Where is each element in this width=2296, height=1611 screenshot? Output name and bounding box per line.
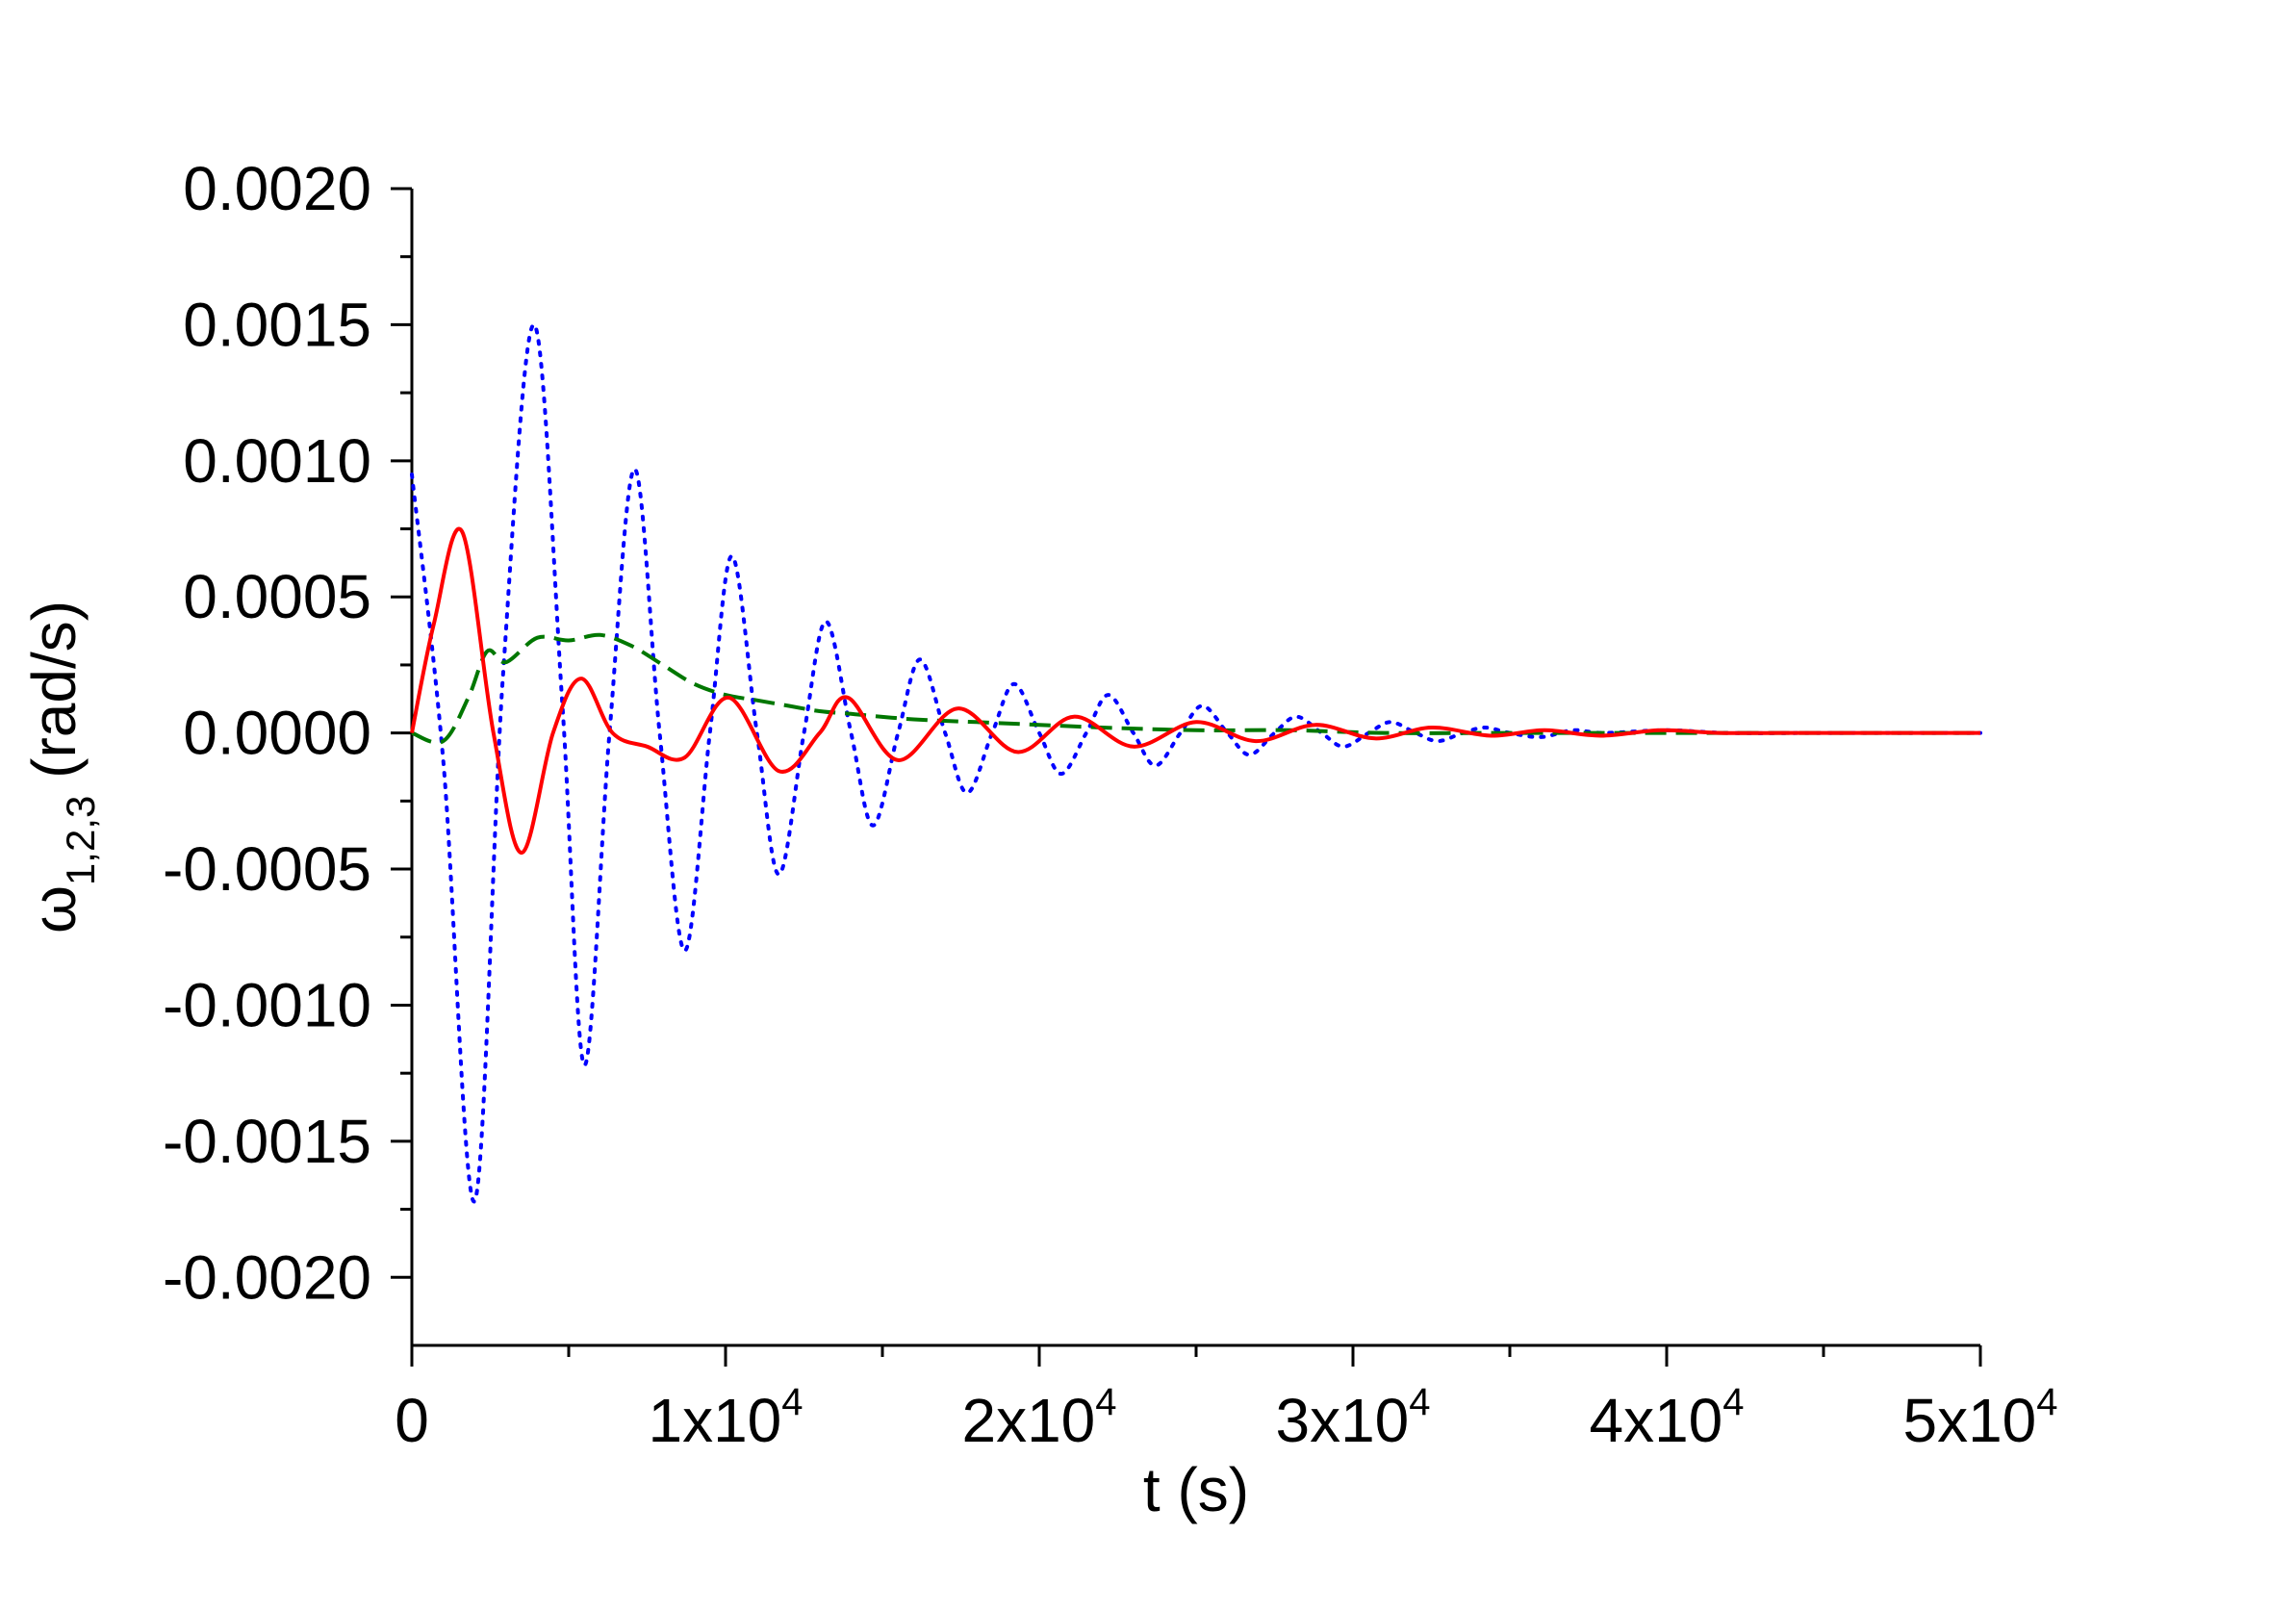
series-line-dashed	[411, 632, 1980, 745]
y-tick-label: -0.0010	[163, 970, 371, 1039]
y-axis-title-text: ω1,2,3 (rad/s)	[19, 601, 103, 933]
y-tick-label: 0.0020	[183, 154, 371, 223]
x-tick-label: 0	[395, 1386, 429, 1455]
series-line-dotted	[410, 322, 1982, 1204]
y-tick-label: 0.0005	[183, 562, 371, 631]
x-tick-label: 5x104	[1902, 1381, 2057, 1455]
y-tick-label: 0.0010	[183, 426, 371, 496]
x-tick-label: 2x104	[961, 1381, 1116, 1455]
y-tick-label: 0.0015	[183, 290, 371, 359]
x-axis-title: t (s)	[1143, 1455, 1249, 1524]
x-tick-label: 4x104	[1589, 1381, 1744, 1455]
series-line-solid	[410, 526, 1980, 856]
y-tick-label: -0.0015	[163, 1107, 371, 1176]
x-tick-label: 1x104	[648, 1381, 803, 1455]
y-axis-title: ω1,2,3 (rad/s)	[19, 601, 103, 933]
y-tick-label: -0.0020	[163, 1242, 371, 1312]
x-tick-label: 3x104	[1275, 1381, 1430, 1455]
y-tick-label: -0.0005	[163, 834, 371, 904]
axes: 0.0020 0.0015 0.0010 0.0005 0.0000 -0.0005 -0.…	[163, 154, 2058, 1455]
y-tick-label: 0.0000	[183, 699, 371, 768]
series-lines	[410, 322, 1982, 1204]
